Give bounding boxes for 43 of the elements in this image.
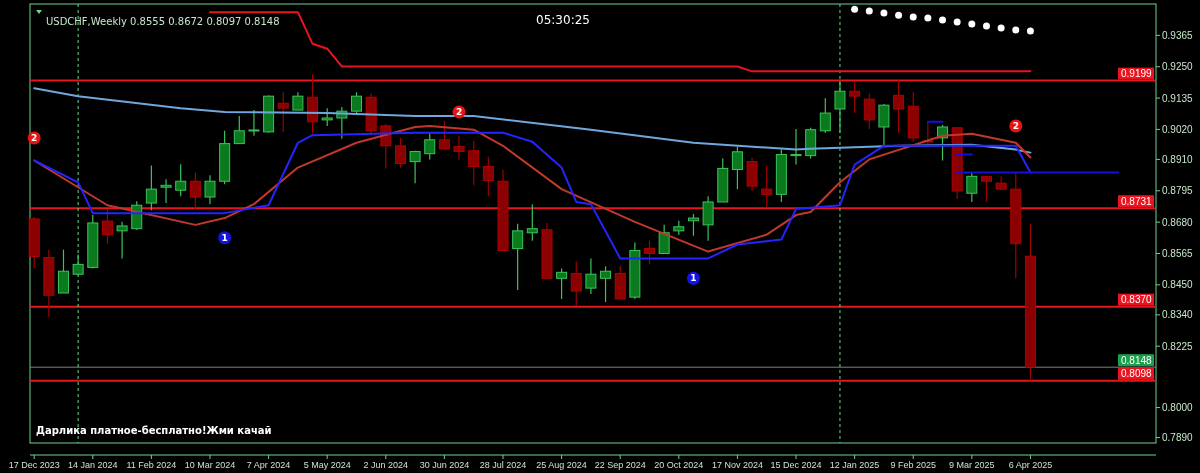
x-tick-label: 20 Oct 2024 [654, 460, 704, 470]
y-tick-label: 0.8795 [1162, 185, 1194, 197]
x-tick-label: 15 Dec 2024 [770, 460, 822, 470]
x-tick-label: 22 Sep 2024 [594, 460, 646, 470]
annotation: 2 [31, 133, 38, 144]
y-tick-label: 0.8000 [1162, 402, 1194, 414]
x-tick-label: 17 Dec 2023 [8, 460, 60, 470]
x-tick-label: 10 Mar 2024 [184, 460, 236, 470]
y-tick-label: 0.9020 [1162, 123, 1194, 135]
annotation: Дарлика платное-бесплатно!Жми качай [36, 425, 272, 436]
x-tick-label: 2 Jun 2024 [363, 460, 409, 470]
ref-line-label: 0.8148 [1121, 354, 1153, 366]
y-tick-label: 0.8450 [1162, 279, 1194, 291]
y-tick-label: 0.8565 [1162, 247, 1194, 259]
y-tick-label: 0.8340 [1162, 309, 1194, 321]
ref-line-label: 0.8731 [1121, 195, 1153, 207]
x-tick-label: 14 Jan 2024 [68, 460, 118, 470]
y-tick-label: 0.7890 [1162, 432, 1194, 444]
x-tick-label: 9 Mar 2025 [949, 460, 995, 470]
y-tick-label: 0.9250 [1162, 61, 1194, 73]
x-tick-label: 6 Apr 2025 [1008, 460, 1053, 470]
annotation: 05:30:25 [536, 13, 590, 27]
text: USDCHF,Weekly 0.8555 0.8672 0.8097 0.8148 [46, 16, 280, 27]
y-tick-label: 0.8225 [1162, 340, 1194, 352]
y-tick-label: 0.9135 [1162, 92, 1194, 104]
x-tick-label: 25 Aug 2024 [536, 460, 587, 470]
y-tick-label: 0.9365 [1162, 29, 1194, 41]
ref-line-label: 0.8370 [1121, 294, 1153, 306]
y-tick-label: 0.8680 [1162, 216, 1194, 228]
y-tick-label: 0.8910 [1162, 153, 1194, 165]
x-tick-label: 7 Apr 2024 [246, 460, 291, 470]
x-tick-label: 12 Jan 2025 [829, 460, 880, 470]
x-tick-label: 28 Jul 2024 [479, 460, 527, 470]
x-tick-label: 5 May 2024 [303, 460, 351, 470]
x-tick-label: 30 Jun 2024 [419, 460, 470, 470]
x-tick-label: 9 Feb 2025 [890, 460, 936, 470]
annotation: 1 [690, 273, 697, 284]
annotation: 1 [221, 232, 228, 243]
annotation: 2 [1012, 121, 1019, 132]
ref-line-label: 0.9199 [1121, 68, 1153, 80]
x-tick-label: 17 Nov 2024 [711, 460, 763, 470]
ref-line-label: 0.8098 [1121, 368, 1153, 380]
x-tick-label: 11 Feb 2024 [126, 460, 177, 470]
